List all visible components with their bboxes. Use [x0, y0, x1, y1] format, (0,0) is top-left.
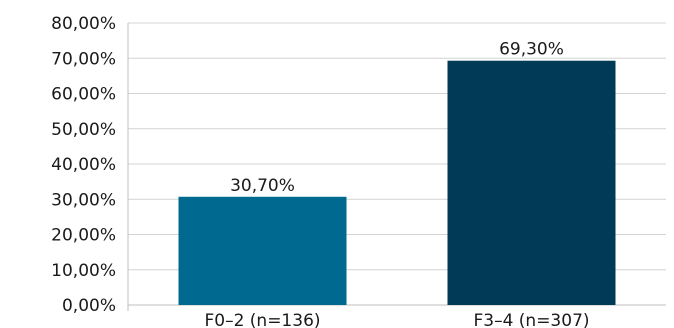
labels: 0,00% 10,00% 20,00% 30,00% 40,00% 50,00% 60,00… [51, 14, 589, 328]
category-label-1: F0–2 (n=136) [204, 311, 320, 328]
data-label-2: 69,30% [499, 40, 564, 60]
data-label-1: 30,70% [230, 176, 295, 196]
category-label-2: F3–4 (n=307) [473, 311, 589, 328]
bar-2 [447, 60, 616, 305]
y-tick-label: 30,00% [51, 190, 116, 210]
y-tick-label: 80,00% [51, 14, 116, 34]
y-tick-label: 10,00% [51, 261, 116, 281]
y-tick-label: 60,00% [51, 85, 116, 105]
bars [178, 60, 616, 305]
y-tick-label: 0,00% [62, 296, 116, 316]
y-tick-label: 20,00% [51, 226, 116, 246]
bar-1 [178, 196, 347, 305]
y-tick-label: 70,00% [51, 49, 116, 69]
y-tick-label: 40,00% [51, 155, 116, 175]
y-tick-label: 50,00% [51, 120, 116, 140]
